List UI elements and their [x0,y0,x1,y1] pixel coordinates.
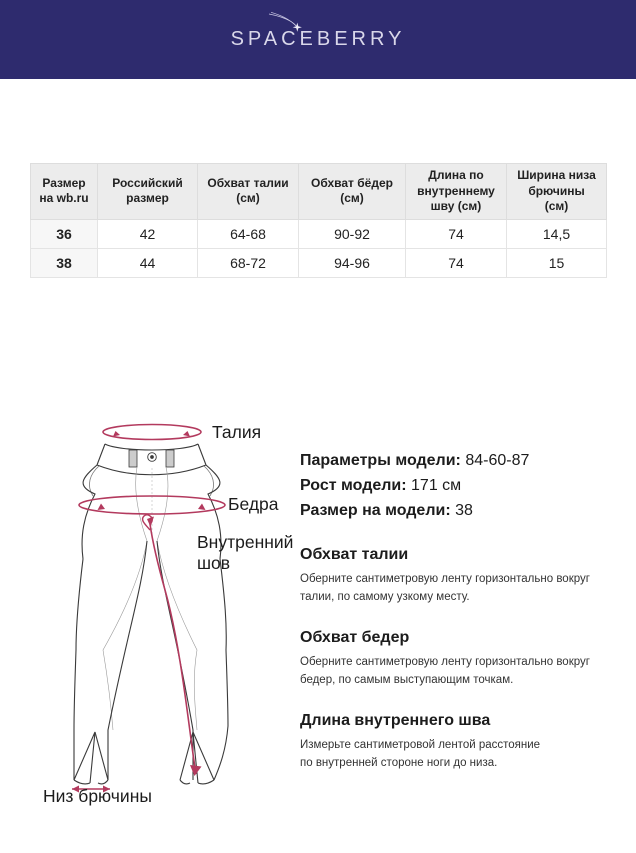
svg-text:шов: шов [197,553,230,573]
svg-text:Талия: Талия [212,422,261,442]
svg-text:Бедра: Бедра [228,494,279,514]
svg-text:Низ брючины: Низ брючины [43,786,152,806]
svg-text:Внутренний: Внутренний [197,532,293,552]
